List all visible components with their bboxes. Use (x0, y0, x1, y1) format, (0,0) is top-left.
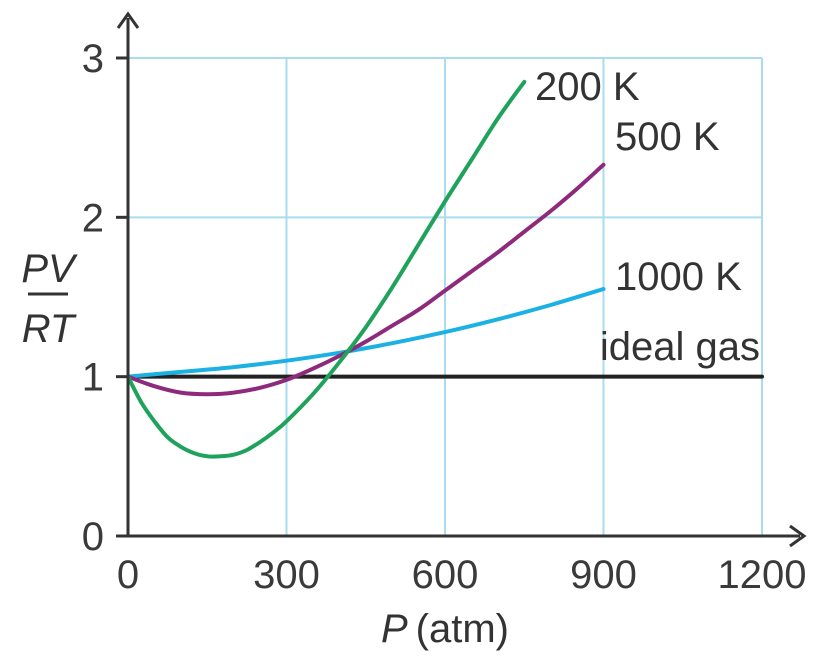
x-tick-label: 1200 (718, 553, 807, 597)
series-labels: 200 K 500 K 1000 K ideal gas (535, 65, 760, 369)
y-axis-title-denominator: RT (22, 307, 77, 351)
y-axis-title-numerator: PV (21, 247, 78, 291)
x-axis-title: P (atm) (381, 607, 509, 651)
series-label-ideal-gas: ideal gas (600, 325, 760, 369)
series-line-500-k (126, 162, 606, 397)
y-tick-label: 3 (82, 37, 104, 81)
series-label-200-k: 200 K (535, 65, 640, 109)
series-line-1000-k (126, 287, 606, 379)
x-axis-title-unit: (atm) (416, 607, 509, 651)
series-label-500-k: 500 K (615, 115, 720, 159)
y-axis-arrow-icon (116, 11, 140, 29)
x-axis-title-variable: P (381, 607, 408, 651)
series-label-1000-k: 1000 K (615, 255, 742, 299)
y-tick-label: 0 (82, 515, 104, 559)
y-axis-title: PV RT (21, 247, 78, 351)
series-line-200-k (126, 79, 527, 459)
svg-text:P(atm): P (atm) (381, 607, 509, 651)
y-tick-label: 1 (82, 356, 104, 400)
x-tick-label: 300 (253, 553, 320, 597)
x-axis-arrow-icon (789, 524, 807, 548)
y-tick-label: 2 (82, 196, 104, 240)
x-tick-label: 900 (570, 553, 637, 597)
x-tick-label: 600 (412, 553, 479, 597)
series-lines (126, 79, 764, 459)
axes (116, 11, 807, 548)
x-tick-label: 0 (117, 553, 139, 597)
tick-labels: 0 300 600 900 1200 0 1 2 3 (82, 37, 807, 597)
